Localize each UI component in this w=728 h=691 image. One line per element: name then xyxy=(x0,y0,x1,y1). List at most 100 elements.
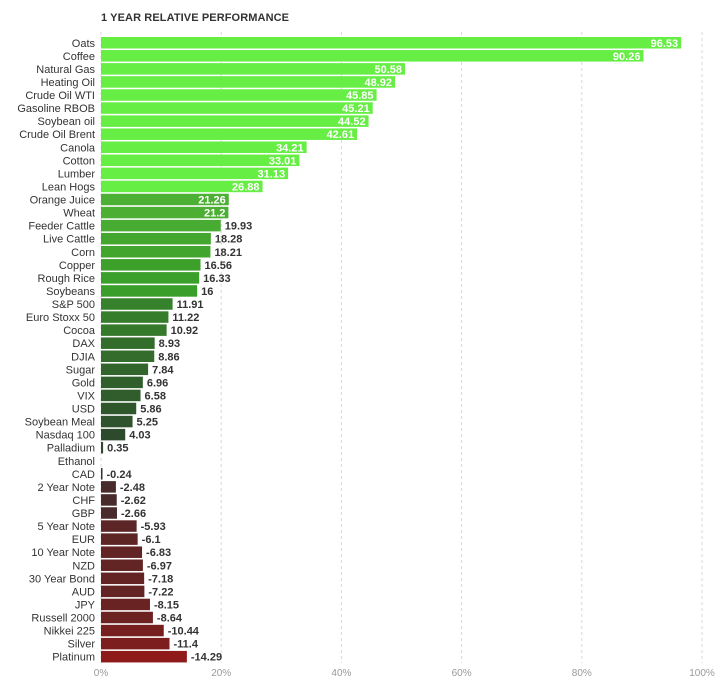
category-label: DAX xyxy=(72,338,95,350)
value-label: 8.93 xyxy=(159,338,180,350)
x-tick-label: 0% xyxy=(94,668,109,679)
value-label: -11.4 xyxy=(174,639,199,651)
bar xyxy=(101,206,229,219)
bar xyxy=(101,311,169,323)
value-label: -8.15 xyxy=(154,599,179,611)
category-label: Heating Oil xyxy=(41,77,95,89)
category-label: DJIA xyxy=(71,351,96,363)
value-label: 6.96 xyxy=(147,377,168,389)
category-label: Silver xyxy=(67,639,95,651)
value-label: 18.28 xyxy=(215,234,243,246)
value-label: 16 xyxy=(201,286,213,298)
category-label: S&P 500 xyxy=(52,299,95,311)
category-label: Coffee xyxy=(63,51,95,63)
bar xyxy=(101,89,377,101)
value-label: 48.92 xyxy=(364,77,392,89)
bar xyxy=(101,324,167,336)
bar xyxy=(101,350,155,362)
value-label: 21.26 xyxy=(198,195,226,207)
value-label: 21.2 xyxy=(204,208,225,220)
value-label: -6.1 xyxy=(142,534,161,546)
value-label: 31.13 xyxy=(258,168,286,180)
bar xyxy=(101,520,137,532)
chart-title: 1 YEAR RELATIVE PERFORMANCE xyxy=(101,12,290,24)
category-label: 30 Year Bond xyxy=(29,573,95,585)
bar xyxy=(101,376,143,389)
category-label: Feeder Cattle xyxy=(28,221,95,233)
bar xyxy=(101,167,289,180)
category-label: Platinum xyxy=(52,652,95,664)
bar xyxy=(101,102,373,114)
category-label: JPY xyxy=(75,599,96,611)
bar xyxy=(101,272,200,284)
bar xyxy=(101,180,263,193)
value-label: -7.18 xyxy=(148,573,173,585)
bar xyxy=(101,154,300,167)
category-label: Canola xyxy=(60,142,96,154)
value-label: 44.52 xyxy=(338,116,366,128)
category-label: Soybeans xyxy=(46,286,95,298)
value-label: 45.85 xyxy=(346,90,374,102)
bar xyxy=(101,141,307,153)
value-label: -0.24 xyxy=(107,469,133,481)
value-label: 45.21 xyxy=(342,103,370,115)
value-label: -2.66 xyxy=(121,508,146,520)
category-label: Cotton xyxy=(63,155,95,167)
category-label: USD xyxy=(72,404,95,416)
bar xyxy=(101,585,145,598)
bar xyxy=(101,415,133,428)
bar xyxy=(101,402,137,415)
value-label: 26.88 xyxy=(232,181,260,193)
bar xyxy=(101,337,155,349)
category-label: Wheat xyxy=(63,208,95,220)
bar xyxy=(101,624,164,637)
value-label: 10.92 xyxy=(171,325,199,337)
value-label: 5.25 xyxy=(137,417,158,429)
category-label: Soybean oil xyxy=(38,116,96,128)
value-label: -8.64 xyxy=(157,613,183,625)
bar xyxy=(101,559,143,571)
value-label: 34.21 xyxy=(276,142,304,154)
category-label: EUR xyxy=(72,534,95,546)
x-tick-label: 20% xyxy=(211,668,231,679)
value-label: 90.26 xyxy=(613,51,641,63)
bar xyxy=(101,128,358,140)
category-label: Corn xyxy=(71,247,95,259)
category-label: Soybean Meal xyxy=(25,417,95,429)
category-label: 5 Year Note xyxy=(38,521,96,533)
value-label: 5.86 xyxy=(140,404,161,416)
category-label: Nasdaq 100 xyxy=(36,430,95,442)
value-label: 19.93 xyxy=(225,221,253,233)
bar xyxy=(101,50,644,62)
bar xyxy=(101,193,229,206)
bar xyxy=(101,115,369,127)
category-label: Gold xyxy=(72,377,95,389)
category-label: AUD xyxy=(72,586,95,598)
value-label: -10.44 xyxy=(168,626,200,638)
category-label: Ethanol xyxy=(58,456,95,468)
value-label: 11.91 xyxy=(177,299,204,311)
value-label: -6.97 xyxy=(147,560,172,572)
bar xyxy=(101,441,104,454)
category-label: Cocoa xyxy=(63,325,96,337)
category-label: CAD xyxy=(72,469,95,481)
value-label: 96.53 xyxy=(651,38,679,50)
bar xyxy=(101,37,682,49)
category-label: Crude Oil WTI xyxy=(25,90,95,102)
value-label: 18.21 xyxy=(214,247,242,259)
value-label: 16.56 xyxy=(205,260,233,272)
bar xyxy=(101,389,141,402)
value-label: -6.83 xyxy=(146,547,171,559)
category-label: 2 Year Note xyxy=(38,482,96,494)
category-label: 10 Year Note xyxy=(31,547,95,559)
bar xyxy=(101,533,138,545)
category-label: Oats xyxy=(72,38,96,50)
bar xyxy=(101,285,198,297)
bar xyxy=(101,494,117,506)
bar xyxy=(101,611,153,624)
category-label: Euro Stoxx 50 xyxy=(26,312,95,324)
category-label: Orange Juice xyxy=(30,195,95,207)
category-label: Nikkei 225 xyxy=(44,626,95,638)
category-label: Live Cattle xyxy=(43,234,95,246)
